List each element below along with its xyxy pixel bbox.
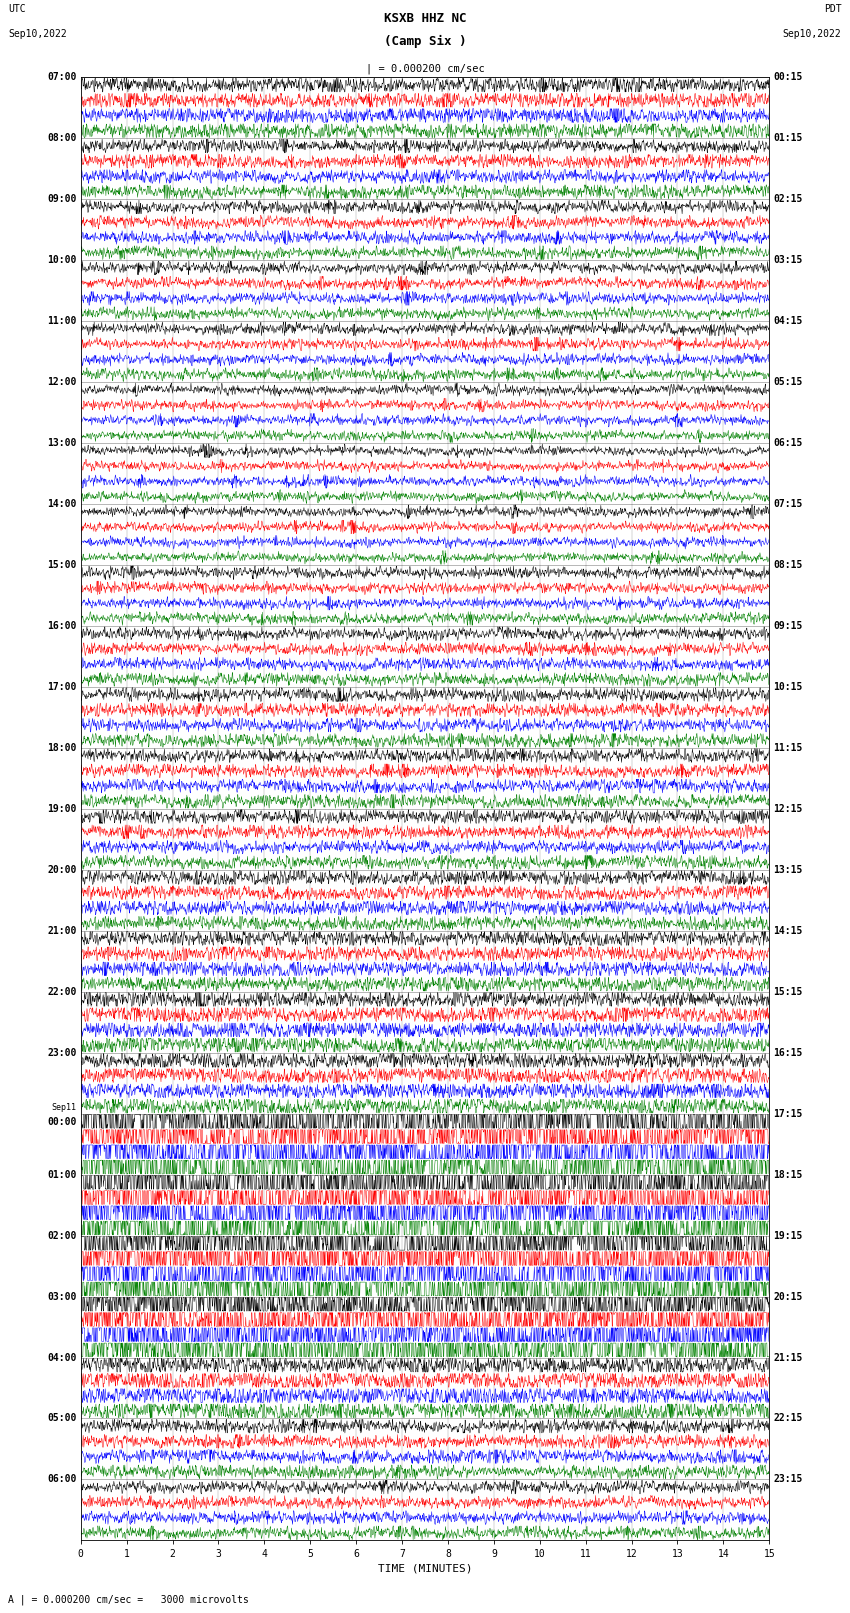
Text: 15:00: 15:00 xyxy=(47,560,76,569)
Text: 10:15: 10:15 xyxy=(774,682,803,692)
Text: 21:15: 21:15 xyxy=(774,1353,803,1363)
Text: 07:00: 07:00 xyxy=(47,73,76,82)
Text: 06:00: 06:00 xyxy=(47,1474,76,1484)
Text: 02:15: 02:15 xyxy=(774,194,803,205)
Text: KSXB HHZ NC: KSXB HHZ NC xyxy=(383,11,467,24)
Text: 14:15: 14:15 xyxy=(774,926,803,936)
X-axis label: TIME (MINUTES): TIME (MINUTES) xyxy=(377,1563,473,1574)
Text: 16:00: 16:00 xyxy=(47,621,76,631)
Text: 11:15: 11:15 xyxy=(774,744,803,753)
Text: 12:00: 12:00 xyxy=(47,377,76,387)
Text: PDT: PDT xyxy=(824,3,842,15)
Text: 00:00: 00:00 xyxy=(47,1116,76,1127)
Text: 20:15: 20:15 xyxy=(774,1292,803,1302)
Text: | = 0.000200 cm/sec: | = 0.000200 cm/sec xyxy=(366,63,484,74)
Text: 09:00: 09:00 xyxy=(47,194,76,205)
Text: Sep10,2022: Sep10,2022 xyxy=(783,29,842,39)
Text: 09:15: 09:15 xyxy=(774,621,803,631)
Text: 08:15: 08:15 xyxy=(774,560,803,569)
Text: 17:00: 17:00 xyxy=(47,682,76,692)
Text: 15:15: 15:15 xyxy=(774,987,803,997)
Text: A | = 0.000200 cm/sec =   3000 microvolts: A | = 0.000200 cm/sec = 3000 microvolts xyxy=(8,1594,249,1605)
Text: Sep10,2022: Sep10,2022 xyxy=(8,29,67,39)
Text: 08:00: 08:00 xyxy=(47,134,76,144)
Text: 16:15: 16:15 xyxy=(774,1048,803,1058)
Text: 19:00: 19:00 xyxy=(47,803,76,815)
Text: 03:00: 03:00 xyxy=(47,1292,76,1302)
Text: 04:15: 04:15 xyxy=(774,316,803,326)
Text: 11:00: 11:00 xyxy=(47,316,76,326)
Text: 23:15: 23:15 xyxy=(774,1474,803,1484)
Text: 07:15: 07:15 xyxy=(774,498,803,510)
Text: Sep11: Sep11 xyxy=(52,1103,76,1111)
Text: 03:15: 03:15 xyxy=(774,255,803,265)
Text: 05:00: 05:00 xyxy=(47,1413,76,1424)
Text: 22:15: 22:15 xyxy=(774,1413,803,1424)
Text: 14:00: 14:00 xyxy=(47,498,76,510)
Text: 17:15: 17:15 xyxy=(774,1108,803,1119)
Text: 13:00: 13:00 xyxy=(47,439,76,448)
Text: 10:00: 10:00 xyxy=(47,255,76,265)
Text: UTC: UTC xyxy=(8,3,26,15)
Text: 13:15: 13:15 xyxy=(774,865,803,874)
Text: 20:00: 20:00 xyxy=(47,865,76,874)
Text: 00:15: 00:15 xyxy=(774,73,803,82)
Text: 04:00: 04:00 xyxy=(47,1353,76,1363)
Text: 02:00: 02:00 xyxy=(47,1231,76,1240)
Text: 18:00: 18:00 xyxy=(47,744,76,753)
Text: (Camp Six ): (Camp Six ) xyxy=(383,35,467,48)
Text: 06:15: 06:15 xyxy=(774,439,803,448)
Text: 01:15: 01:15 xyxy=(774,134,803,144)
Text: 18:15: 18:15 xyxy=(774,1169,803,1179)
Text: 23:00: 23:00 xyxy=(47,1048,76,1058)
Text: 22:00: 22:00 xyxy=(47,987,76,997)
Text: 19:15: 19:15 xyxy=(774,1231,803,1240)
Text: 01:00: 01:00 xyxy=(47,1169,76,1179)
Text: 12:15: 12:15 xyxy=(774,803,803,815)
Text: 05:15: 05:15 xyxy=(774,377,803,387)
Text: 21:00: 21:00 xyxy=(47,926,76,936)
